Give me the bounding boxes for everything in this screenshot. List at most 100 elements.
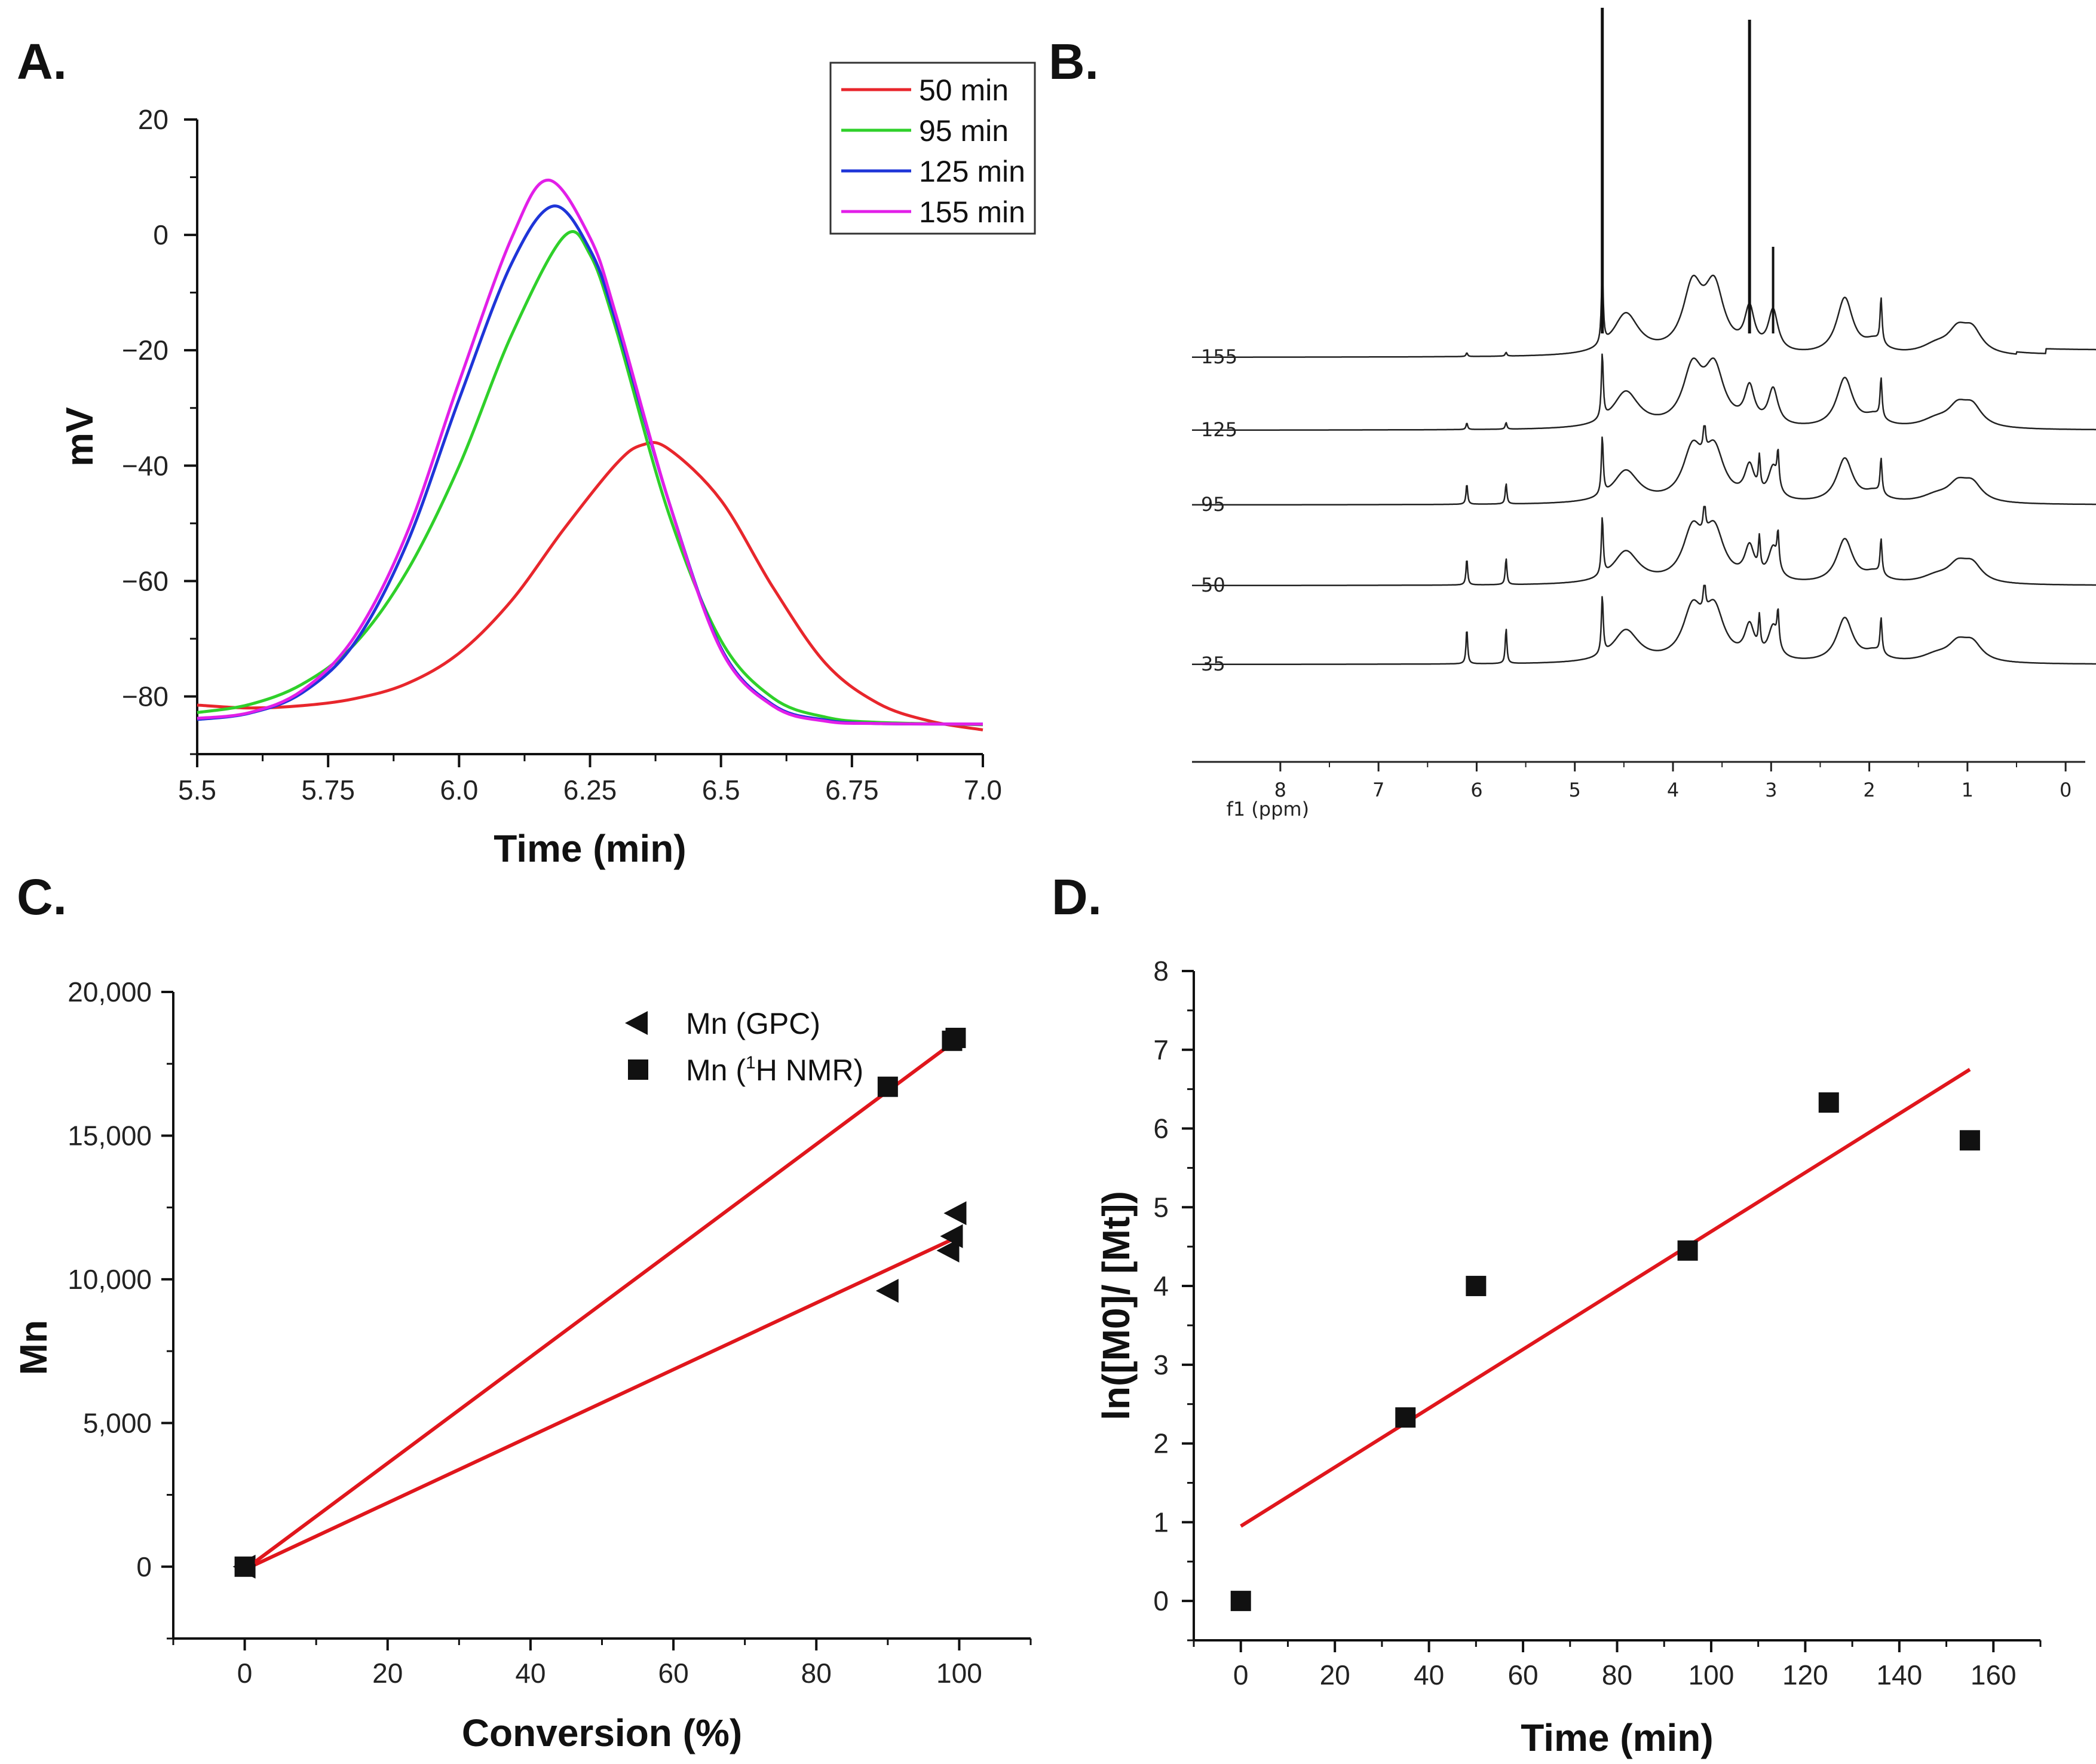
panel-a-trace-50-min — [197, 441, 983, 731]
panel-a-x-tick-label: 5.5 — [178, 774, 216, 806]
panel-a-y-tick-label: 20 — [138, 104, 168, 135]
panel-b: B. 8 7 6 5 4 3 2 1 0 f1 (ppm) 155 125 95 50 35 — [1049, 8, 2096, 820]
panel-c-y-tick-label: 10,000 — [68, 1264, 152, 1295]
panel-a-trace-155-min — [197, 178, 983, 726]
panel-d-letter: D. — [1052, 869, 1102, 925]
panel-d-point — [1466, 1276, 1487, 1297]
panel-d: D. 0 20 40 60 80 100 120 140 160 8 7 6 5 4 3 2 1 0 Time (mi… — [1052, 869, 2042, 1759]
panel-b-x-tick-label: 2 — [1863, 779, 1875, 801]
panel-b-spectrum-label: 155 — [1201, 345, 1237, 368]
panel-d-y-tick-label: 8 — [1153, 956, 1169, 987]
panel-a-y-tick-label: 0 — [153, 219, 168, 250]
panel-c-x-tick-label: 100 — [936, 1658, 982, 1689]
panel-d-point — [1959, 1130, 1980, 1151]
panel-d-fit-line — [1240, 1068, 1971, 1528]
panel-d-y-tick-label: 5 — [1153, 1192, 1169, 1223]
panel-b-spectrum-95 — [1191, 425, 2096, 506]
panel-a-y-tick-label: −20 — [122, 335, 168, 366]
panel-c-x-label: Conversion (%) — [462, 1711, 742, 1754]
panel-a-x-tick-label: 6.5 — [702, 774, 740, 806]
panel-a-y-tick-label: −40 — [122, 450, 168, 481]
panel-b-x-tick-label: 8 — [1274, 779, 1286, 801]
panel-d-x-tick-label: 40 — [1414, 1659, 1444, 1690]
panel-b-x-tick-label: 3 — [1765, 779, 1777, 801]
panel-d-y-tick-label: 1 — [1153, 1506, 1169, 1538]
panel-b-x-tick-label: 6 — [1470, 779, 1482, 801]
panel-a-x-tick-label: 7.0 — [964, 774, 1002, 806]
panel-c-y-label: Mn — [12, 1320, 55, 1375]
panel-a-letter: A. — [17, 33, 67, 90]
panel-d-x-tick-label: 20 — [1320, 1659, 1350, 1690]
panel-c-point-nmr — [234, 1556, 255, 1577]
panel-b-spectrum-125 — [1191, 353, 2096, 431]
panel-c-legend-label-gpc: Mn (GPC) — [686, 1007, 820, 1040]
panel-b-spectrum-label: 125 — [1201, 418, 1237, 441]
panel-c-fit-line — [243, 1036, 961, 1571]
panel-a-legend-label: 125 min — [919, 155, 1025, 188]
panel-c-point-gpc — [936, 1238, 960, 1263]
panel-a: A. 5.5 5.75 6.0 6.25 6.5 6.75 7.0 20 0 −20 −40 −60 −8… — [17, 33, 1036, 870]
panel-d-x-tick-label: 60 — [1507, 1659, 1538, 1690]
panel-d-point — [1395, 1407, 1416, 1428]
panel-b-letter: B. — [1049, 33, 1099, 90]
panel-a-trace-125-min — [197, 204, 983, 726]
panel-c-x-tick-label: 60 — [658, 1658, 688, 1689]
panel-c-legend-label-tail: H NMR) — [756, 1054, 864, 1087]
panel-a-y-tick-label: −80 — [122, 681, 168, 712]
panel-a-legend-label: 50 min — [919, 74, 1009, 107]
panel-c-legend-marker-gpc — [625, 1011, 648, 1035]
panel-c-point-gpc — [875, 1279, 899, 1303]
panel-d-x-tick-label: 100 — [1689, 1659, 1735, 1690]
panel-b-spectrum-label: 35 — [1201, 653, 1225, 675]
panel-c-point-nmr — [877, 1076, 898, 1097]
panel-d-x-tick-label: 0 — [1233, 1659, 1249, 1690]
panel-a-x-tick-label: 6.0 — [440, 774, 478, 806]
panel-b-x-tick-label: 1 — [1962, 779, 1974, 801]
panel-a-x-label: Time (min) — [494, 827, 686, 870]
panel-a-legend-label: 155 min — [919, 195, 1025, 229]
panel-b-spectrum-35 — [1191, 584, 2096, 666]
panel-d-y-tick-label: 7 — [1153, 1034, 1169, 1065]
panel-a-x-tick-label: 6.75 — [825, 774, 879, 806]
panel-a-x-tick-label: 6.25 — [563, 774, 617, 806]
panel-a-legend — [829, 62, 1036, 235]
panel-b-spectrum-155 — [1191, 270, 2096, 358]
panel-d-point — [1818, 1092, 1839, 1113]
panel-a-x-tick-label: 5.75 — [301, 774, 355, 806]
panel-c-legend-label-nmr: Mn (1H NMR) — [686, 1053, 863, 1087]
panel-d-point — [1230, 1591, 1251, 1612]
panel-b-x-tick-label: 5 — [1569, 779, 1581, 801]
panel-c-x-tick-label: 40 — [515, 1658, 546, 1689]
panel-a-trace-95-min — [197, 230, 983, 727]
panel-c-legend-marker-nmr — [628, 1059, 648, 1080]
panel-d-y-tick-label: 2 — [1153, 1428, 1169, 1459]
panel-a-y-label: mV — [58, 407, 101, 467]
panel-d-y-tick-label: 0 — [1153, 1585, 1169, 1616]
panel-c-point-gpc — [940, 1224, 963, 1248]
panel-c-point-gpc — [943, 1201, 967, 1226]
panel-c-x-tick-label: 80 — [801, 1658, 832, 1689]
panel-c-point-nmr — [945, 1027, 966, 1048]
panel-c: C. 0 20 40 60 80 100 20,000 15,000 10,000 5,000 0 Co… — [12, 869, 1032, 1754]
panel-b-x-label: f1 (ppm) — [1227, 798, 1310, 820]
panel-d-x-tick-label: 160 — [1971, 1659, 2017, 1690]
panel-c-letter: C. — [17, 869, 67, 925]
panel-b-spectrum-label: 50 — [1201, 574, 1225, 596]
panel-a-y-tick-label: −60 — [122, 565, 168, 596]
panel-c-x-tick-label: 20 — [372, 1658, 403, 1689]
panel-b-x-tick-label: 0 — [2060, 779, 2072, 801]
panel-c-y-tick-label: 20,000 — [68, 976, 152, 1007]
panel-d-x-label: Time (min) — [1521, 1716, 1713, 1759]
panel-d-y-tick-label: 3 — [1153, 1349, 1169, 1380]
panel-d-x-tick-label: 120 — [1782, 1659, 1828, 1690]
panel-b-x-tick-label: 7 — [1372, 779, 1384, 801]
panel-d-y-tick-label: 4 — [1153, 1270, 1169, 1301]
panel-d-y-tick-label: 6 — [1153, 1113, 1169, 1144]
panel-a-legend-label: 95 min — [919, 114, 1009, 148]
panel-b-spectrum-50 — [1191, 506, 2096, 587]
panel-c-x-tick-label: 0 — [237, 1658, 253, 1689]
panel-c-legend-superscript: 1 — [746, 1053, 756, 1073]
panel-d-x-tick-label: 140 — [1876, 1659, 1922, 1690]
panel-b-x-tick-label: 4 — [1667, 779, 1679, 801]
